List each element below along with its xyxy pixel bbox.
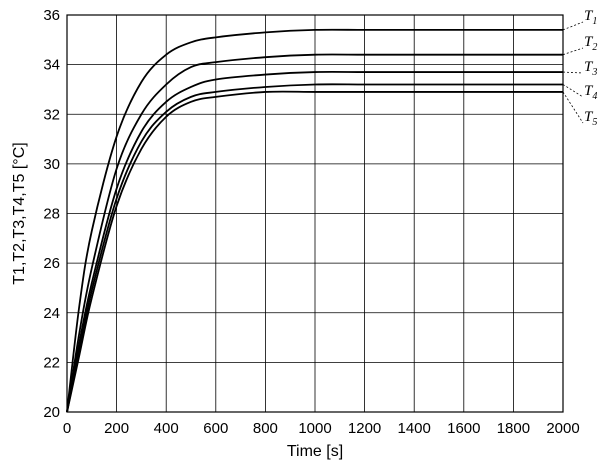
y-tick-label: 28 xyxy=(43,206,60,223)
series-line-t5 xyxy=(66,90,563,413)
x-tick-label: 600 xyxy=(203,420,228,437)
y-tick-label: 36 xyxy=(43,7,60,24)
y-tick-label: 20 xyxy=(43,404,60,421)
series-line-t4 xyxy=(66,83,563,413)
y-tick-label: 32 xyxy=(43,106,60,123)
y-tick-labels: 20 22 24 26 28 30 32 34 36 xyxy=(43,7,60,421)
x-tick-label: 1800 xyxy=(497,420,530,437)
y-axis-label: T1,T2,T3,T4,T5 [°C] xyxy=(11,142,28,284)
series-label-leader xyxy=(562,47,584,56)
series-label-t5: T5 xyxy=(584,109,597,128)
series-label-leaders xyxy=(562,21,584,124)
series-label-leader xyxy=(562,21,584,31)
plot-frame xyxy=(66,14,564,413)
x-tick-labels: 0 200 400 600 800 1000 1200 1400 1600 1800 2000 xyxy=(63,420,580,437)
y-tick-label: 26 xyxy=(43,255,60,272)
series-line-t2 xyxy=(66,53,563,413)
x-tick-label: 1400 xyxy=(398,420,431,437)
series-label-t1: T1 xyxy=(584,8,597,27)
series-label-t4: T4 xyxy=(584,83,597,102)
x-tick-label: 2000 xyxy=(546,420,579,437)
series-line-t3 xyxy=(66,70,563,413)
grid xyxy=(66,14,564,413)
x-tick-label: 1000 xyxy=(298,420,331,437)
x-tick-label: 400 xyxy=(154,420,179,437)
series-label-leader xyxy=(562,91,584,124)
x-tick-label: 1600 xyxy=(447,420,480,437)
series-line-t1 xyxy=(66,28,563,413)
x-tick-label: 0 xyxy=(63,420,71,437)
y-tick-label: 22 xyxy=(43,354,60,371)
series-label-t3: T3 xyxy=(584,59,597,78)
x-axis-label: Time [s] xyxy=(287,443,343,460)
x-tick-label: 200 xyxy=(104,420,129,437)
series-labels: T1 T2 T3 T4 T5 xyxy=(584,8,597,128)
series-lines xyxy=(66,28,563,413)
x-tick-label: 800 xyxy=(253,420,278,437)
y-tick-label: 30 xyxy=(43,156,60,173)
series-label-leader xyxy=(562,84,584,98)
x-tick-label: 1200 xyxy=(348,420,381,437)
y-tick-label: 34 xyxy=(43,57,60,74)
series-label-leader xyxy=(562,71,584,74)
series-label-t2: T2 xyxy=(584,34,597,53)
y-tick-label: 24 xyxy=(43,305,60,322)
